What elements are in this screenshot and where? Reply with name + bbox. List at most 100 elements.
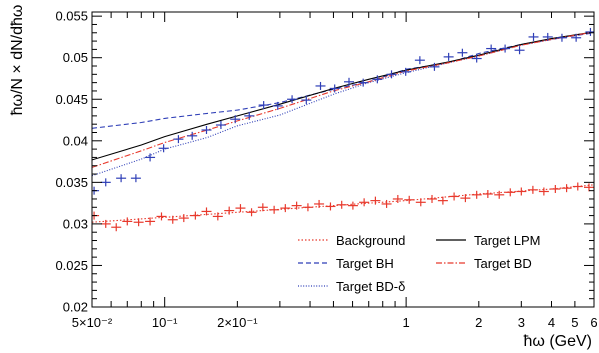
- data-point: [100, 178, 111, 187]
- y-tick-label: 0.025: [55, 258, 88, 273]
- data-point: [516, 187, 527, 196]
- legend-item: Background: [298, 233, 405, 248]
- data-point: [215, 121, 226, 130]
- x-tick-label: 4: [548, 315, 555, 330]
- data-point: [244, 111, 255, 120]
- data-point: [347, 201, 358, 210]
- data-point: [437, 196, 448, 205]
- data-point: [392, 194, 403, 203]
- data-point: [528, 32, 539, 41]
- y-tick-label: 0.03: [63, 216, 88, 231]
- x-tick-label: 2×10⁻¹: [217, 315, 258, 330]
- data-point: [178, 214, 189, 223]
- y-tick-label: 0.02: [63, 300, 88, 315]
- legend-item: Target BD-δ: [298, 279, 405, 294]
- data-point: [370, 196, 381, 205]
- plot-frame: [91, 11, 595, 308]
- data-point: [482, 189, 493, 198]
- data-point: [190, 211, 201, 220]
- data-point: [287, 95, 298, 104]
- legend: Background Target LPM Target BH Target BD Ta…: [298, 233, 540, 294]
- data-point: [471, 54, 482, 63]
- data-point: [571, 33, 582, 42]
- x-tick-label: 5: [571, 315, 578, 330]
- x-tick-label: 10⁻¹: [152, 315, 178, 330]
- data-point: [158, 144, 169, 153]
- legend-label: Target BH: [336, 256, 394, 271]
- data-point: [494, 190, 505, 199]
- data-point: [415, 198, 426, 207]
- data-point: [381, 199, 392, 208]
- legend-item: Target LPM: [436, 233, 540, 248]
- data-point: [583, 183, 594, 192]
- data-point: [527, 185, 538, 194]
- data-point: [272, 101, 283, 110]
- data-point: [269, 205, 280, 214]
- data-point: [212, 212, 223, 221]
- data-point: [187, 131, 198, 140]
- x-tick-label: 6: [590, 315, 597, 330]
- data-point: [336, 200, 347, 209]
- y-tick-label: 0.055: [55, 9, 88, 24]
- x-tick-label: 2: [475, 315, 482, 330]
- x-tick-label: 3: [518, 315, 525, 330]
- data-point: [561, 184, 572, 193]
- data-point: [550, 185, 561, 193]
- data-point: [235, 204, 246, 213]
- legend-item: Target BD: [436, 256, 532, 271]
- legend-label: Target BD: [474, 256, 532, 271]
- data-point: [427, 194, 438, 203]
- series-line-1: [92, 32, 594, 129]
- data-point: [325, 202, 336, 211]
- y-axis-title: ħω/N × dN/dħω: [9, 5, 26, 116]
- data-point: [201, 126, 212, 134]
- data-point: [133, 218, 144, 227]
- data-point: [224, 206, 235, 215]
- axes-layer: 0.02 0.025 0.03 0.035 0.04 0.045 0.05 0.055 5×10…: [55, 9, 597, 330]
- data-point: [280, 204, 291, 213]
- series-line-4: [92, 31, 594, 168]
- series-line-0: [92, 184, 594, 223]
- legend-label: Background: [336, 233, 405, 248]
- y-tick-label: 0.035: [55, 175, 88, 190]
- data-point: [116, 174, 127, 183]
- data-point: [556, 33, 567, 42]
- y-tick-label: 0.04: [63, 133, 88, 148]
- x-axis-title: ħω (GeV): [523, 333, 592, 350]
- y-tick-label: 0.045: [55, 92, 88, 107]
- data-point: [246, 208, 257, 217]
- data-point: [486, 44, 497, 53]
- data-point: [201, 207, 212, 216]
- data-point: [443, 52, 454, 61]
- data-point: [167, 215, 178, 224]
- data-point: [156, 212, 167, 221]
- data-point: [315, 81, 326, 90]
- data-point: [145, 217, 156, 226]
- data-point: [457, 48, 468, 57]
- data-point: [329, 84, 340, 93]
- data-point: [100, 219, 111, 228]
- legend-label: Target LPM: [474, 233, 540, 248]
- data-point: [359, 198, 370, 207]
- data-point: [372, 75, 383, 84]
- data-point: [449, 192, 460, 201]
- series-layer: [92, 27, 594, 232]
- series-line-2: [92, 31, 594, 177]
- x-tick-label: 1: [403, 315, 410, 330]
- data-point: [404, 195, 415, 204]
- data-point: [257, 203, 268, 212]
- data-point: [386, 70, 397, 79]
- data-point: [414, 56, 425, 65]
- data-point: [542, 32, 553, 41]
- data-point: [514, 46, 525, 55]
- data-point: [145, 153, 156, 162]
- series-line-3: [92, 31, 594, 161]
- data-point: [122, 217, 133, 226]
- x-tick-label: 5×10⁻²: [72, 315, 113, 330]
- data-point: [130, 174, 141, 183]
- data-point: [173, 135, 184, 144]
- data-point: [460, 194, 471, 203]
- legend-item: Target BH: [298, 256, 394, 271]
- legend-label: Target BD-δ: [336, 279, 405, 294]
